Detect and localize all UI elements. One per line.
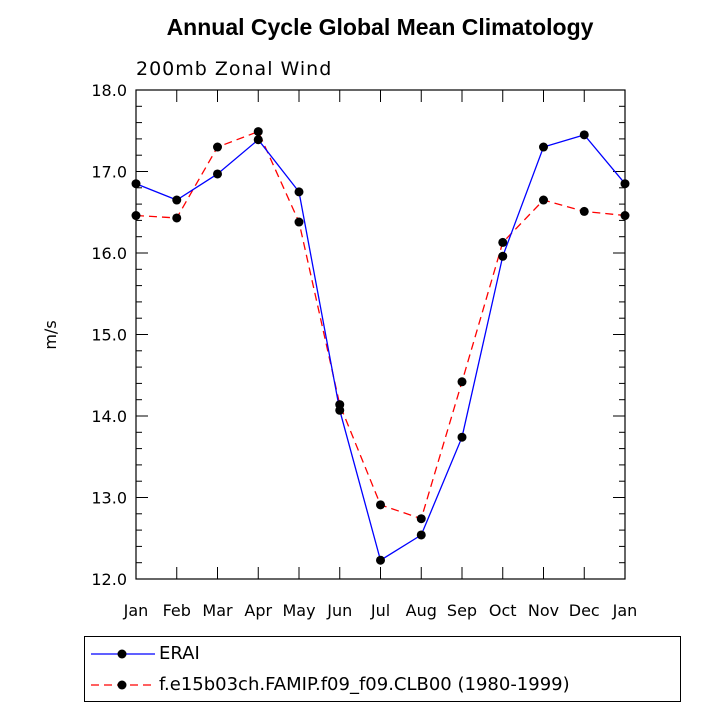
series-2-point [620,211,630,221]
x-tick-label: Jun [326,601,352,620]
x-tick-label: Sep [447,601,477,620]
series-group [131,127,630,565]
x-tick-label: Apr [244,601,272,620]
series-line-1 [135,134,626,562]
x-tick-label: Feb [163,601,191,620]
y-tick-label: 17.0 [91,163,127,182]
series-1-point [539,142,548,152]
series-1-point [253,135,263,145]
legend-item-series-1: ERAI [85,639,680,669]
series-1-point [131,179,141,189]
series-2-point [376,500,385,510]
x-tick-label: Aug [406,601,437,620]
series-1-point [457,432,467,442]
series-1-point [579,130,589,140]
y-tick-label: 15.0 [91,326,127,345]
series-2-point [579,206,589,216]
series-2-point [294,217,304,227]
x-tick-label: Oct [489,601,517,620]
x-tick-label: May [282,601,315,620]
series-2-point [498,237,508,247]
series-line-2 [135,130,626,520]
x-tick-label: Mar [202,601,233,620]
series-1-point [498,251,508,261]
legend-label-series-2: f.e15b03ch.FAMIP.f09_f09.CLB00 (1980-199… [159,674,570,695]
chart-title: Annual Cycle Global Mean Climatology [166,14,594,40]
series-1-point [416,530,426,540]
legend-swatch-series-2 [91,680,155,690]
axes: 12.0 13.0 14.0 15.0 16.0 17.0 18.0 Jan Feb Mar Apr… [91,81,637,620]
y-tick-label: 16.0 [91,244,127,263]
series-2-point [131,211,141,221]
y-tick-label: 18.0 [91,81,127,100]
x-tick-label: Jan [612,601,638,620]
y-tick-label: 14.0 [91,407,127,426]
x-tick-label: Dec [569,601,600,620]
series-1-point [172,195,182,205]
series-1-point [335,405,345,415]
series-1-point [376,555,385,565]
series-2-point [457,377,467,387]
x-tick-label: Jul [370,601,390,620]
series-2-point [172,213,182,223]
series-1-point [294,187,304,197]
legend-label-series-1: ERAI [159,643,200,664]
x-tick-label: Nov [528,601,559,620]
y-tick-label: 13.0 [91,489,127,508]
y-tick-label: 12.0 [91,570,127,589]
line-chart: 12.0 13.0 14.0 15.0 16.0 17.0 18.0 Jan Feb Mar Apr… [41,81,637,620]
series-2-point [253,127,263,137]
series-1-point [620,179,630,189]
series-1-point [213,169,222,179]
legend: ERAI f.e15b03ch.FAMIP.f09_f09.CLB00 (198… [84,636,681,702]
x-tick-label: Jan [123,601,149,620]
legend-item-series-2: f.e15b03ch.FAMIP.f09_f09.CLB00 (1980-199… [85,670,680,700]
chart-subtitle: 200mb Zonal Wind [136,58,333,80]
series-2-point [539,195,548,205]
legend-swatch-series-1 [91,649,155,659]
series-2-point [213,142,222,152]
series-2-point [416,514,426,524]
y-axis-label: m/s [41,320,60,349]
